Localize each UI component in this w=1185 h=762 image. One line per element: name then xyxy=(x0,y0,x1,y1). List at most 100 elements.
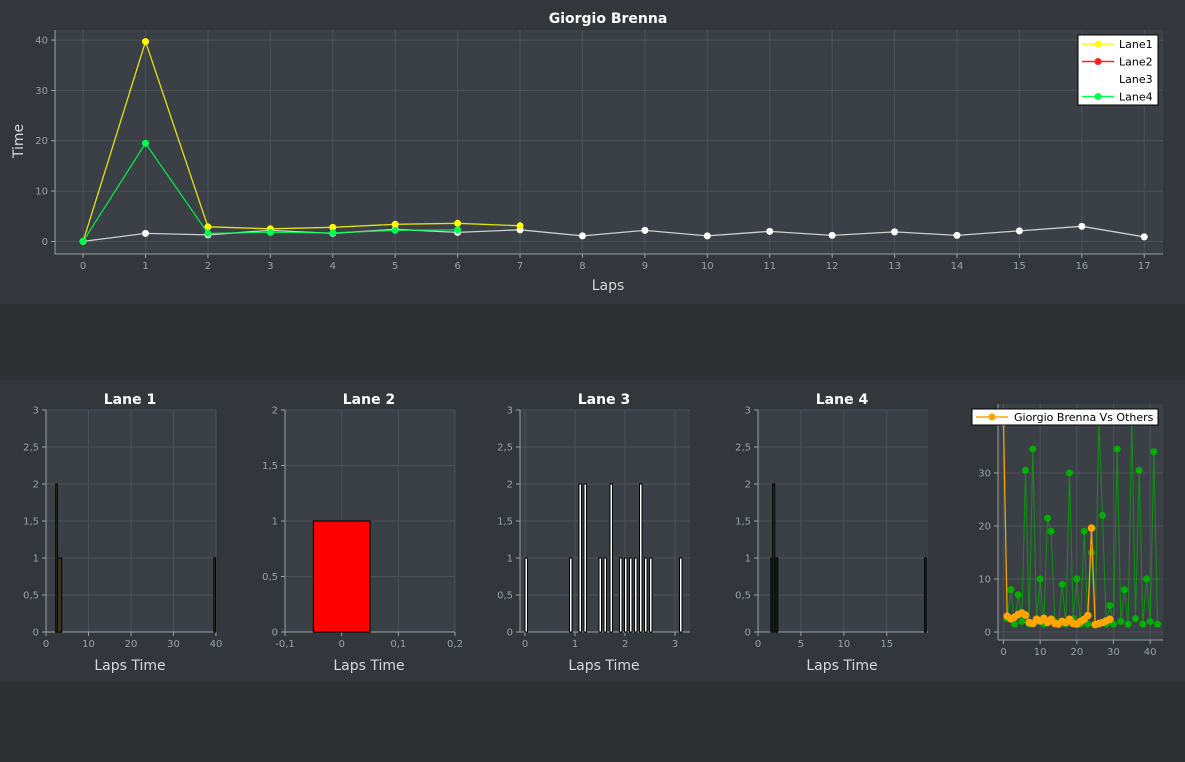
main-plot-area xyxy=(55,30,1163,254)
main-x-tick-label: 11 xyxy=(763,261,776,272)
lane3-y-tick-label: 0,5 xyxy=(497,591,513,602)
lane4-histogram: 0 5 10 15 0 0,5 1 1,5 2 2,5 3 Lane 4 Laps Time xyxy=(735,392,928,674)
lane4-x-tick-label: 0 xyxy=(755,639,761,650)
comparison-others-point xyxy=(1029,445,1037,453)
lane4-y-tick-label: 0,5 xyxy=(735,591,751,602)
lane3-title: Lane 3 xyxy=(578,392,630,408)
main-series-point-2 xyxy=(578,232,586,240)
lane4-bar-2 xyxy=(775,557,779,633)
main-series-line-2 xyxy=(83,225,1145,243)
lane1-xlabel: Laps Time xyxy=(94,658,165,674)
main-series-point-0 xyxy=(391,220,399,228)
comparison-x-tick-label: 0 xyxy=(1000,647,1006,658)
comparison-legend-label: Giorgio Brenna Vs Others xyxy=(1014,411,1154,424)
lane3-x-tick-label: 3 xyxy=(672,639,678,650)
main-series-point-0 xyxy=(516,222,524,230)
comparison-others-point xyxy=(1121,586,1128,594)
comparison-others-point xyxy=(1011,620,1018,628)
main-series-point-0 xyxy=(142,38,150,46)
main-series-line-0 xyxy=(82,39,521,242)
main-chart-xlabel: Laps xyxy=(592,278,625,294)
comparison-legend-box xyxy=(971,408,1159,426)
lane1-y-tick-label: 2,5 xyxy=(23,443,39,454)
comparison-brenna-point xyxy=(1084,611,1092,620)
lane3-bar-13 xyxy=(649,557,653,633)
comparison-others-point xyxy=(1124,620,1132,628)
main-x-tick-label: 8 xyxy=(579,261,585,272)
main-series-point-3 xyxy=(142,139,150,147)
lane3-bar-0 xyxy=(524,557,528,633)
lane1-x-tick-label: 20 xyxy=(125,639,138,650)
main-x-tick-label: 6 xyxy=(454,261,460,272)
main-legend-label-3: Lane4 xyxy=(1119,91,1153,104)
comparison-others-point xyxy=(1018,617,1026,625)
main-x-tick-label: 5 xyxy=(392,261,398,272)
comparison-others-point xyxy=(1150,448,1158,456)
main-series-point-2 xyxy=(641,226,649,234)
lane2-y-tick-label: 0 xyxy=(272,628,278,639)
lane3-x-tick-label: 2 xyxy=(622,639,628,650)
lane4-xlabel: Laps Time xyxy=(806,658,877,674)
lane3-y-tick-label: 1 xyxy=(507,554,513,565)
lane4-title: Lane 4 xyxy=(816,392,869,408)
comparison-brenna-point xyxy=(1087,524,1096,532)
main-series-point-2 xyxy=(766,227,774,235)
comparison-legend: Giorgio Brenna Vs Others xyxy=(971,408,1159,426)
lane3-bar-12 xyxy=(644,557,648,633)
comparison-others-point xyxy=(1139,620,1147,628)
comparison-others-point xyxy=(1113,445,1121,453)
main-series-point-2 xyxy=(828,231,836,239)
lane1-y-tick-label: 1 xyxy=(33,554,39,565)
main-legend-box xyxy=(1077,34,1159,106)
main-series-point-0 xyxy=(454,219,462,227)
main-series-point-2 xyxy=(1140,233,1148,241)
comparison-x-tick-label: 20 xyxy=(1070,647,1083,658)
main-x-tick-label: 0 xyxy=(80,261,86,272)
lane2-y-tick-label: 0,5 xyxy=(262,572,278,583)
main-series-point-3 xyxy=(79,237,87,245)
main-x-tick-label: 16 xyxy=(1075,261,1088,272)
lane1-x-tick-label: 10 xyxy=(82,639,95,650)
main-series-point-2 xyxy=(891,228,899,236)
lane2-y-tick-label: 1,5 xyxy=(262,461,278,472)
main-x-tick-label: 7 xyxy=(517,261,523,272)
comparison-others-point xyxy=(1066,469,1073,477)
lane3-histogram: 0 1 2 3 0 0,5 1 1,5 2 2,5 3 Lane 3 Laps Time xyxy=(497,392,690,674)
lane1-grid xyxy=(45,409,217,633)
main-chart-ylabel: Time xyxy=(11,124,27,159)
lane4-y-tick-label: 2 xyxy=(745,480,751,491)
lane3-bar-14 xyxy=(679,557,683,633)
lane3-xlabel: Laps Time xyxy=(568,658,639,674)
main-line-chart: Giorgio Brenna Laps Time 0 1 2 3 4 5 6 7 8 9 10 11 1… xyxy=(11,11,1163,294)
lane3-bar-4 xyxy=(598,557,602,633)
lane1-y-tick-label: 2 xyxy=(33,480,39,491)
main-x-tick-label: 14 xyxy=(951,261,964,272)
comparison-others-point xyxy=(1117,617,1125,625)
comparison-y-tick-label: 10 xyxy=(978,575,991,586)
main-x-tick-label: 1 xyxy=(142,261,148,272)
lane3-bar-7 xyxy=(619,557,623,633)
comparison-others-point xyxy=(1014,591,1022,599)
lane4-y-tick-label: 3 xyxy=(745,406,751,417)
lane3-bar-6 xyxy=(609,483,613,633)
lane1-bar-1 xyxy=(56,557,63,633)
lane1-x-tick-label: 0 xyxy=(43,639,49,650)
lane4-x-tick-label: 10 xyxy=(837,639,850,650)
main-legend-label-0: Lane1 xyxy=(1119,38,1153,51)
comparison-others-point xyxy=(1146,617,1154,625)
lane3-bar-10 xyxy=(634,557,638,633)
lane1-bar-2 xyxy=(213,557,217,633)
lane1-y-tick-label: 3 xyxy=(33,406,39,417)
lane1-y-tick-label: 0,5 xyxy=(23,591,39,602)
lane4-y-tick-label: 2,5 xyxy=(735,443,751,454)
main-x-tick-label: 9 xyxy=(642,261,648,272)
lane3-bar-5 xyxy=(603,557,607,633)
lane4-y-tick-label: 1 xyxy=(745,554,751,565)
comparison-others-point xyxy=(1047,527,1055,535)
lane4-bar-1 xyxy=(772,483,776,633)
main-grid xyxy=(55,30,1163,254)
lane4-x-tick-label: 15 xyxy=(880,639,893,650)
main-chart-title: Giorgio Brenna xyxy=(549,11,668,27)
